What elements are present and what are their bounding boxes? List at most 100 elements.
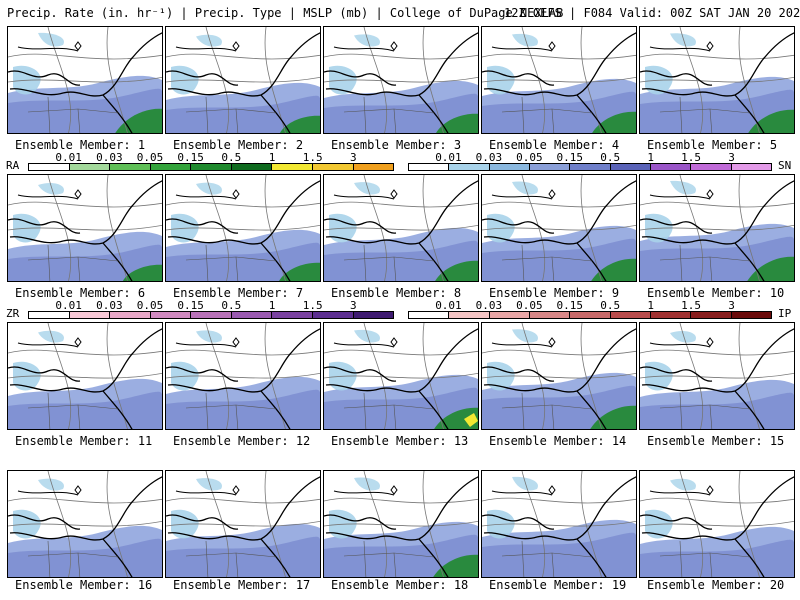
ensemble-member-caption: Ensemble Member: 4	[489, 138, 620, 152]
legend-swatch	[449, 312, 490, 318]
legend-tick-label: 1	[647, 151, 654, 164]
legend-swatch	[312, 312, 354, 318]
legend-swatch	[650, 312, 692, 318]
legend-swatch	[610, 312, 651, 318]
legend-swatch	[529, 312, 571, 318]
ensemble-member-map	[165, 470, 321, 578]
legend-swatch	[150, 164, 192, 170]
legend-tick-label: 0.01	[435, 151, 462, 164]
ensemble-member-map	[323, 174, 479, 282]
legend-rain-colorbar	[28, 163, 394, 171]
ensemble-member-caption: Ensemble Member: 20	[647, 578, 785, 592]
ensemble-member-map	[639, 174, 795, 282]
legend-tick-label: 1	[268, 299, 276, 312]
legend-tick-label: 0.01	[435, 299, 462, 312]
ensemble-member-caption: Ensemble Member: 1	[15, 138, 146, 152]
legend-snow-colorbar	[408, 163, 772, 171]
legend-rain-label: RA	[6, 159, 20, 172]
legend-swatch	[570, 164, 611, 170]
ensemble-member-map	[481, 470, 637, 578]
legend-tick-label: 0.5	[600, 151, 621, 164]
ensemble-member-map	[7, 174, 163, 282]
legend-swatch	[191, 312, 232, 318]
ensemble-member-caption: Ensemble Member: 11	[15, 434, 153, 448]
legend-swatch	[570, 312, 611, 318]
ensemble-member-caption: Ensemble Member: 18	[331, 578, 469, 592]
legend-swatch	[110, 164, 151, 170]
legend-tick-label: 0.5	[221, 299, 242, 312]
legend-swatch	[353, 312, 394, 318]
legend-tick-label: 3	[350, 299, 357, 312]
legend-tick-label: 0.03	[96, 299, 123, 312]
legend-swatch	[691, 164, 732, 170]
ensemble-member-caption: Ensemble Member: 13	[331, 434, 469, 448]
legend-freezing-ticks: 0.01 0.03 0.05 0.15 0.5 1 1.5 3	[28, 299, 394, 313]
legend-tick-label: 0.05	[516, 151, 543, 164]
legend-tick-label: 1	[268, 151, 276, 164]
legend-tick-label: 0.03	[96, 151, 123, 164]
ensemble-member-caption: Ensemble Member: 17	[173, 578, 311, 592]
ensemble-member-caption: Ensemble Member: 19	[489, 578, 627, 592]
ensemble-member-map	[639, 470, 795, 578]
legend-tick-label: 3	[728, 299, 735, 312]
legend-tick-label: 0.05	[516, 299, 543, 312]
ensemble-member-caption: Ensemble Member: 10	[647, 286, 785, 300]
legend-snow-ticks: 0.01 0.03 0.05 0.15 0.5 1 1.5 3	[408, 151, 772, 165]
ensemble-member-caption: Ensemble Member: 9	[489, 286, 620, 300]
legend-swatch	[409, 312, 450, 318]
legend-swatch	[69, 164, 111, 170]
ensemble-member-map	[639, 322, 795, 430]
ensemble-member-caption: Ensemble Member: 5	[647, 138, 778, 152]
legend-tick-label: 0.05	[136, 299, 164, 312]
legend-tick-label: 1.5	[681, 299, 702, 312]
legend-tick-label: 0.05	[136, 151, 164, 164]
legend-snow-label: SN	[778, 159, 792, 172]
legend-sleet-colorbar	[408, 311, 772, 319]
ensemble-member-caption: Ensemble Member: 16	[15, 578, 153, 592]
ensemble-member-caption: Ensemble Member: 2	[173, 138, 304, 152]
legend-rain-ticks: 0.01 0.03 0.05 0.15 0.5 1 1.5 3	[28, 151, 394, 165]
legend-swatch	[231, 312, 273, 318]
legend-swatch	[529, 164, 571, 170]
legend-swatch	[191, 164, 232, 170]
header-run-info: 12Z GEFS | F084 Valid: 00Z SAT JAN 20 20…	[504, 6, 800, 20]
legend-swatch	[110, 312, 151, 318]
legend-swatch	[272, 312, 313, 318]
ensemble-member-caption: Ensemble Member: 7	[173, 286, 304, 300]
legend-tick-label: 1.5	[302, 299, 323, 312]
ensemble-member-map	[7, 26, 163, 134]
ensemble-member-caption: Ensemble Member: 3	[331, 138, 462, 152]
ensemble-member-map	[323, 322, 479, 430]
ensemble-member-map	[165, 174, 321, 282]
legend-tick-label: 0.01	[55, 299, 82, 312]
legend-tick-label: 0.03	[475, 151, 503, 164]
legend-tick-label: 1.5	[681, 151, 702, 164]
header-title: Precip. Rate (in. hr⁻¹) | Precip. Type |…	[7, 6, 564, 20]
ensemble-member-map	[165, 322, 321, 430]
ensemble-member-map	[481, 174, 637, 282]
legend-freezing-colorbar	[28, 311, 394, 319]
legend-tick-label: 0.15	[556, 151, 584, 164]
legend-swatch	[150, 312, 192, 318]
ensemble-member-map	[7, 322, 163, 430]
legend-tick-label: 0.15	[177, 299, 204, 312]
ensemble-member-caption: Ensemble Member: 8	[331, 286, 462, 300]
legend-swatch	[409, 164, 450, 170]
legend-swatch	[69, 312, 111, 318]
ensemble-member-caption: Ensemble Member: 12	[173, 434, 311, 448]
legend-sleet-ticks: 0.01 0.03 0.05 0.15 0.5 1 1.5 3	[408, 299, 772, 313]
ensemble-member-map	[323, 470, 479, 578]
legend-sleet-label: IP	[778, 307, 792, 320]
legend-swatch	[231, 164, 273, 170]
ensemble-member-map	[481, 322, 637, 430]
legend-swatch	[731, 312, 771, 318]
legend-swatch	[29, 164, 70, 170]
legend-swatch	[353, 164, 394, 170]
legend-tick-label: 0.15	[177, 151, 204, 164]
ensemble-member-caption: Ensemble Member: 6	[15, 286, 146, 300]
ensemble-member-map	[7, 470, 163, 578]
ensemble-member-caption: Ensemble Member: 15	[647, 434, 785, 448]
legend-swatch	[731, 164, 771, 170]
legend-swatch	[449, 164, 490, 170]
ensemble-member-caption: Ensemble Member: 14	[489, 434, 627, 448]
